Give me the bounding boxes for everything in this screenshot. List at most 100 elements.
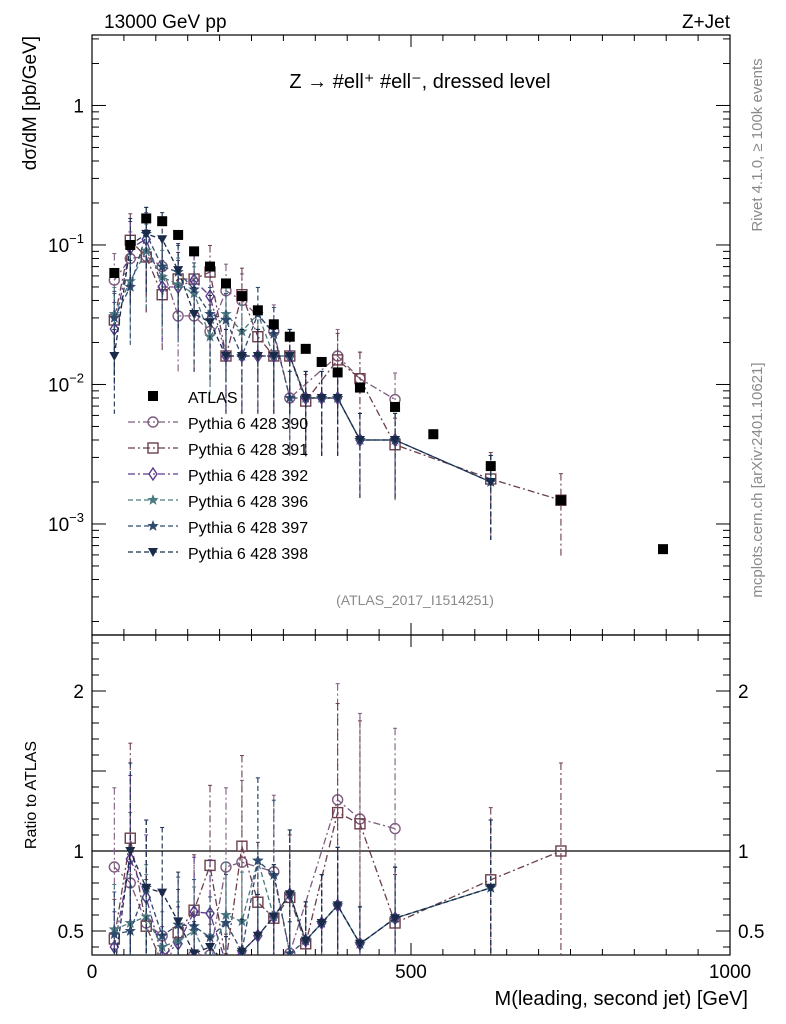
series-2-ratio-point [555, 845, 567, 857]
atlas-data-point [173, 229, 184, 240]
series-6-ratio-point [268, 912, 279, 922]
legend-entry-2: Pythia 6 428 391 [128, 442, 308, 459]
series-5-ratio-point [108, 928, 120, 940]
series-6-point [141, 229, 152, 239]
y-axis-title: dσ/dM [pb/GeV] [20, 36, 41, 170]
series-6-point [485, 477, 496, 487]
legend-marker [148, 466, 158, 482]
series-6-ratio-point [221, 959, 231, 968]
series-6-ratio-point [173, 917, 184, 927]
atlas-data-point [220, 278, 231, 289]
atlas-data-point [316, 356, 327, 367]
legend-label: Pythia 6 428 397 [188, 520, 308, 537]
y-tick-label: 10−2 [48, 370, 84, 396]
series-1-line [113, 255, 396, 401]
legend-label: Pythia 6 428 396 [188, 494, 308, 511]
energy-label: 13000 GeV pp [104, 12, 227, 33]
series-6-point [390, 435, 401, 445]
series-6-point [157, 235, 168, 245]
series-6-point [173, 266, 184, 276]
ratio-tick-label-right: 0.5 [738, 922, 764, 943]
series-1-ratio-point [389, 822, 401, 835]
series-6-point [252, 351, 263, 361]
atlas-data-point [109, 267, 120, 278]
x-tick-label: 500 [395, 962, 427, 983]
atlas-data-point [300, 343, 311, 354]
atlas-data-point [658, 544, 669, 555]
series-5-ratio-point [252, 854, 264, 866]
atlas-data-point [555, 495, 566, 506]
series-3-ratio-point [189, 904, 199, 920]
series-6-main [109, 206, 496, 540]
atlas-data-point [284, 331, 295, 342]
series-6-point [268, 351, 279, 361]
legend-label: Pythia 6 428 398 [188, 546, 308, 563]
ratio-tick-label: 1 [73, 842, 84, 863]
atlas-points [109, 213, 669, 555]
series-6-ratio-point [236, 947, 247, 955]
series-6-point [284, 351, 295, 361]
series-6-ratio-point [189, 949, 200, 955]
series-6-point [205, 318, 216, 328]
series-6-ratio-point [316, 919, 327, 928]
series-6-point [354, 435, 365, 445]
series-6-ratio-point [332, 901, 343, 911]
legend-entry-5: Pythia 6 428 397 [128, 520, 308, 537]
atlas-data-point [252, 305, 263, 316]
legend-label: Pythia 6 428 391 [188, 442, 308, 459]
atlas-data-point [157, 216, 168, 227]
ratio-tick-label: 2 [73, 682, 84, 703]
series-3-ratio-point [158, 949, 166, 955]
series-5-point [156, 260, 168, 272]
series-6-ratio-point [390, 914, 401, 924]
ratio-axis-title: Ratio to ATLAS [23, 741, 40, 849]
series-3-point [205, 288, 215, 304]
series-5-main [108, 206, 497, 540]
legend-label: Pythia 6 428 390 [188, 416, 308, 433]
y-tick-label: 10−3 [48, 510, 84, 536]
legend-entry-3: Pythia 6 428 392 [128, 466, 308, 485]
legend-entry-1: Pythia 6 428 390 [128, 416, 308, 433]
series-6-ratio-point [300, 936, 311, 946]
series-6-ratio-point [252, 931, 263, 941]
legend: ATLAS Pythia 6 428 390 Pythia 6 428 391 Pyt… [128, 390, 308, 563]
series-1-ratio-point [108, 861, 121, 873]
legend-label: Pythia 6 428 392 [188, 468, 308, 485]
series-2-ratio-point [236, 840, 248, 852]
atlas-data-point [236, 291, 247, 302]
series-6-point [236, 351, 247, 361]
axes-layer: 0 500 1000 1 10−1 10−2 10−3 0.5 0.5 1 1 2 2 [48, 35, 764, 983]
legend-marker [147, 520, 159, 531]
legend-entry-atlas: ATLAS [148, 390, 238, 407]
series-6-point [300, 393, 311, 403]
legend-marker [147, 442, 159, 454]
atlas-data-point [485, 461, 496, 472]
series-6-ratio-point [141, 883, 152, 893]
series-6-ratio-point [205, 943, 216, 952]
series-2-ratio-point [331, 806, 344, 819]
series-1-ratio-line [113, 798, 396, 955]
atlas-data-point [428, 429, 439, 440]
ratio-tick-label-right: 1 [738, 842, 749, 863]
y-tick-label: 1 [73, 96, 84, 117]
process-label: Z+Jet [682, 12, 731, 33]
series-2-ratio-line [113, 811, 562, 955]
series-6-ratio-line [115, 848, 491, 955]
atlas-data-point [390, 401, 401, 412]
legend-marker [147, 416, 159, 428]
legend-label-atlas: ATLAS [188, 390, 238, 407]
plot-title: Z → #ell⁺ #ell⁻, dressed level [289, 71, 550, 93]
x-tick-label: 1000 [709, 962, 751, 983]
series-5-ratio-point [124, 925, 136, 936]
rivet-label: Rivet 4.1.0, ≥ 100k events [749, 58, 766, 231]
series-6-ratio-point [125, 847, 136, 856]
series-3-ratio-point [222, 957, 230, 969]
ratio-tick-label: 0.5 [58, 922, 84, 943]
atlas-data-point [141, 213, 152, 224]
series-2-ratio-point [157, 958, 167, 968]
series-6-point [220, 351, 231, 361]
series-3-ratio-line [113, 856, 396, 955]
atlas-data-point [268, 319, 279, 330]
legend-marker [148, 548, 158, 557]
